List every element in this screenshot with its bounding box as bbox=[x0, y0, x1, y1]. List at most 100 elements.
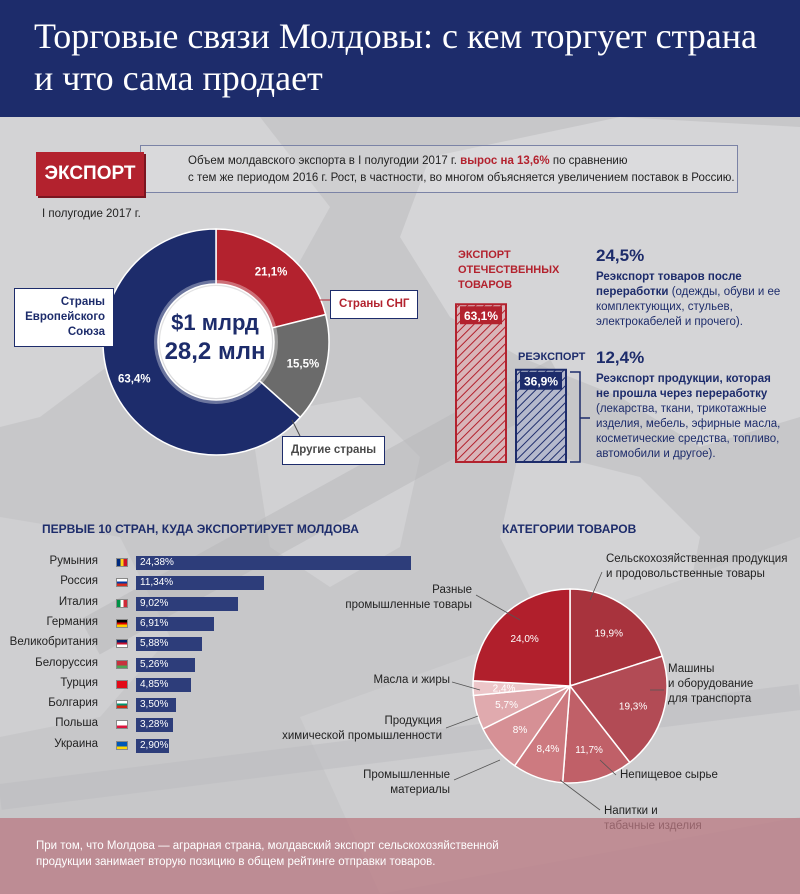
category-label: Продукция химической промышленности bbox=[282, 715, 442, 742]
country-bar bbox=[136, 657, 196, 672]
country-bar bbox=[136, 637, 203, 652]
intro-line-1: Объем молдавского экспорта в I полугодии… bbox=[188, 155, 627, 167]
donut-label-other: 15,5% bbox=[287, 358, 320, 370]
donut-slice-eu bbox=[102, 228, 302, 456]
country-value: 3,50% bbox=[140, 699, 169, 711]
country-label: Белоруссия bbox=[35, 656, 98, 669]
other-callout: Другие страны bbox=[282, 436, 386, 465]
eu-callout: Страны Европейского Союза bbox=[14, 288, 114, 347]
bar-domestic-label: 63,1% bbox=[464, 309, 498, 323]
category-label: Непищевое сырье bbox=[620, 769, 718, 781]
country-bar bbox=[136, 698, 176, 713]
country-value: 24,38% bbox=[140, 557, 174, 568]
country-bar bbox=[136, 738, 169, 753]
reexport-bracket bbox=[570, 371, 590, 463]
category-label: Разные промышленные товары bbox=[345, 584, 472, 611]
country-value: 9,02% bbox=[140, 597, 169, 609]
category-slice-label: 11,7% bbox=[575, 745, 603, 756]
flag-icon bbox=[116, 740, 128, 750]
export-section-label: ЭКСПОРТ bbox=[36, 152, 144, 196]
eu-label: Страны Европейского Союза bbox=[25, 296, 105, 338]
intro-text-post: по сравнению bbox=[552, 155, 628, 167]
period-label: I полугодие 2017 г. bbox=[42, 208, 141, 220]
category-leader bbox=[475, 594, 521, 621]
bar-reexport-label-bg bbox=[520, 371, 562, 390]
donut-center bbox=[160, 286, 272, 398]
cis-callout: Страны СНГ bbox=[330, 290, 419, 319]
reexport-item-1-pct: 24,5% bbox=[596, 246, 645, 265]
donut-total-usd: $1 млрд bbox=[171, 310, 259, 335]
country-label: Великобритания bbox=[9, 636, 98, 649]
country-label: Румыния bbox=[49, 555, 98, 567]
category-slice bbox=[568, 655, 668, 764]
categories-title: КАТЕГОРИИ ТОВАРОВ bbox=[502, 522, 637, 536]
flag-icon bbox=[116, 700, 128, 710]
intro-box bbox=[140, 145, 738, 193]
header-banner bbox=[0, 0, 800, 117]
reexport-item-1-text: (одежды, обуви и ее комплектующих, стуль… bbox=[596, 286, 781, 328]
country-bar bbox=[136, 718, 174, 733]
flag-icon bbox=[116, 618, 128, 628]
reexport-item-2: 12,4% Реэкспорт продукции, которая не пр… bbox=[596, 348, 786, 462]
category-slice-label: 19,9% bbox=[595, 629, 623, 640]
cis-label: Страны СНГ bbox=[339, 298, 410, 310]
country-value: 3,28% bbox=[140, 719, 169, 731]
country-label: Украина bbox=[54, 737, 98, 750]
page-title-line2: и что сама продает bbox=[34, 58, 323, 98]
category-slice-label: 5,7% bbox=[495, 700, 518, 711]
country-value: 5,88% bbox=[140, 638, 169, 650]
flag-icon bbox=[116, 639, 128, 649]
reexport-item-2-text: (лекарства, ткани, трикотажные изделия, … bbox=[596, 403, 781, 460]
category-leader bbox=[599, 759, 617, 776]
country-value: 6,91% bbox=[140, 617, 169, 629]
reexport-item-2-pct: 12,4% bbox=[596, 348, 645, 367]
category-slice-label: 8,4% bbox=[537, 744, 560, 755]
intro-line-2: с тем же периодом 2016 г. Рост, в частно… bbox=[188, 172, 735, 184]
top10-title: ПЕРВЫЕ 10 СТРАН, КУДА ЭКСПОРТИРУЕТ МОЛДО… bbox=[42, 522, 359, 536]
donut-label-cis: 21,1% bbox=[255, 266, 288, 278]
country-bar bbox=[136, 616, 215, 631]
category-label: Промышленные материалы bbox=[363, 769, 450, 796]
category-leader bbox=[559, 779, 601, 811]
country-value: 5,26% bbox=[140, 658, 169, 670]
country-value: 11,34% bbox=[140, 577, 174, 589]
category-label: Сельскохозяйственная продукция и продово… bbox=[606, 553, 788, 580]
category-leader bbox=[451, 681, 481, 691]
flag-icon bbox=[116, 659, 128, 669]
other-label: Другие страны bbox=[291, 444, 377, 456]
category-slice bbox=[569, 588, 664, 688]
footer-band bbox=[0, 818, 800, 894]
bar-reexport-label: 36,9% bbox=[524, 374, 558, 388]
country-bar bbox=[136, 677, 191, 692]
reexport-title: РЕЭКСПОРТ bbox=[518, 351, 586, 363]
category-slice-label: 24,0% bbox=[510, 634, 538, 645]
category-slice-label: 19,3% bbox=[619, 701, 647, 712]
country-label: Германия bbox=[46, 615, 98, 628]
flag-icon bbox=[116, 578, 128, 588]
category-leader bbox=[445, 715, 479, 729]
donut-label-eu: 63,4% bbox=[118, 374, 151, 386]
bar-domestic bbox=[455, 303, 507, 463]
country-label: Польша bbox=[55, 717, 98, 730]
donut-total-mdl: 28,2 млн bbox=[164, 338, 266, 365]
flag-icon bbox=[116, 558, 128, 567]
domestic-export-title: ЭКСПОРТ ОТЕЧЕСТВЕННЫХ ТОВАРОВ bbox=[458, 249, 560, 291]
country-label: Италия bbox=[58, 595, 98, 608]
category-label: Масла и жиры bbox=[373, 674, 450, 686]
category-slice-label: 8% bbox=[513, 725, 528, 736]
category-slice bbox=[472, 588, 571, 687]
category-leader bbox=[453, 759, 501, 781]
category-slice-label: 2,4% bbox=[493, 683, 516, 694]
flag-icon bbox=[116, 598, 128, 608]
country-bar bbox=[136, 576, 265, 591]
country-bar bbox=[136, 556, 412, 570]
page-title: Торговые связи Молдовы: с кем торгует ст… bbox=[34, 16, 757, 56]
intro-text-pre: Объем молдавского экспорта в I полугодии… bbox=[188, 155, 457, 167]
bar-domestic-label-bg bbox=[460, 306, 502, 325]
flag-icon bbox=[116, 679, 128, 689]
country-bar bbox=[136, 596, 238, 611]
reexport-item-2-bold: Реэкспорт продукции, которая не прошла ч… bbox=[596, 373, 771, 400]
country-label: Болгария bbox=[48, 697, 98, 710]
